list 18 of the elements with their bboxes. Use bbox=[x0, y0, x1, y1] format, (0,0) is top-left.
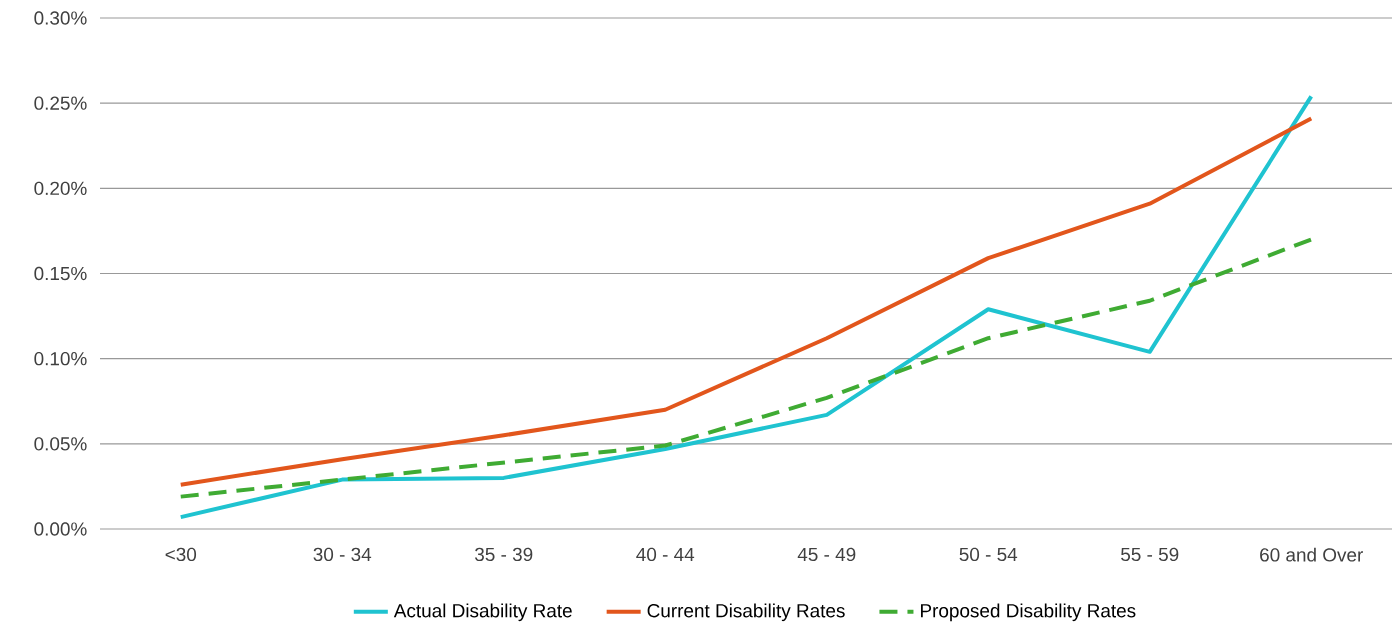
x-tick-label: 50 - 54 bbox=[959, 547, 1018, 562]
y-tick-label: 0.25% bbox=[34, 96, 87, 110]
y-tick-label: 0.00% bbox=[34, 522, 87, 536]
y-tick-label: 0.30% bbox=[34, 11, 87, 25]
y-tick-label: 0.10% bbox=[34, 351, 87, 366]
y-tick-label: 0.15% bbox=[34, 266, 87, 281]
legend-label: Proposed Disability Rates bbox=[921, 603, 1136, 622]
y-tick-label: 0.05% bbox=[34, 437, 87, 451]
x-tick-label: 30 - 34 bbox=[313, 547, 372, 562]
x-tick-label: <30 bbox=[165, 547, 197, 562]
y-tick-label: 0.20% bbox=[34, 181, 87, 196]
x-tick-label: 35 - 39 bbox=[475, 547, 533, 562]
legend-label: Actual Disability Rate bbox=[393, 603, 572, 622]
x-tick-label: 60 and Over bbox=[1260, 547, 1363, 562]
x-tick-label: 40 - 44 bbox=[636, 547, 695, 562]
x-tick-label: 45 - 49 bbox=[797, 547, 856, 562]
legend-label: Current Disability Rates bbox=[647, 603, 845, 622]
x-tick-label: 55 - 59 bbox=[1121, 547, 1179, 562]
